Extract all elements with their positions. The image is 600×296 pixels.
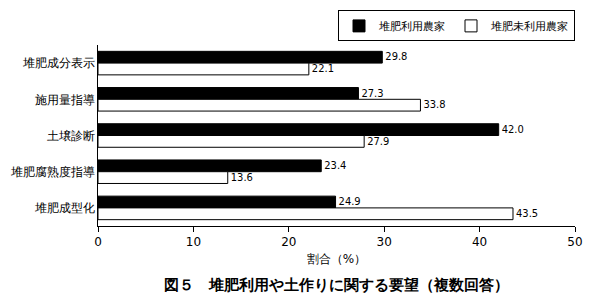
svg-text:堆肥利用農家: 堆肥利用農家 [378,20,445,33]
svg-text:堆肥未利用農家: 堆肥未利用農家 [490,20,568,33]
svg-text:20: 20 [281,235,296,249]
svg-text:22.1: 22.1 [312,63,334,74]
svg-text:29.8: 29.8 [385,51,407,62]
svg-text:50: 50 [567,235,582,249]
svg-text:堆肥腐熟度指導: 堆肥腐熟度指導 [10,165,95,179]
svg-text:0: 0 [94,235,102,249]
svg-text:43.5: 43.5 [516,208,538,219]
svg-text:23.4: 23.4 [324,160,346,171]
svg-text:30: 30 [377,235,392,249]
svg-text:27.3: 27.3 [361,88,383,99]
svg-text:割合（%）: 割合（%） [307,252,366,266]
svg-text:27.9: 27.9 [367,136,389,147]
svg-text:堆肥成型化: 堆肥成型化 [34,201,95,215]
svg-text:40: 40 [472,235,487,249]
svg-text:施用量指導: 施用量指導 [35,93,95,107]
svg-text:42.0: 42.0 [502,124,524,135]
svg-text:図５ 堆肥利用や土作りに関する要望（複数回答）: 図５ 堆肥利用や土作りに関する要望（複数回答） [164,276,509,294]
svg-text:土壌診断: 土壌診断 [47,129,95,143]
svg-text:24.9: 24.9 [339,196,361,207]
svg-text:33.8: 33.8 [423,99,445,110]
svg-text:13.6: 13.6 [231,172,253,183]
svg-text:堆肥成分表示: 堆肥成分表示 [22,56,95,70]
svg-text:10: 10 [186,235,201,249]
